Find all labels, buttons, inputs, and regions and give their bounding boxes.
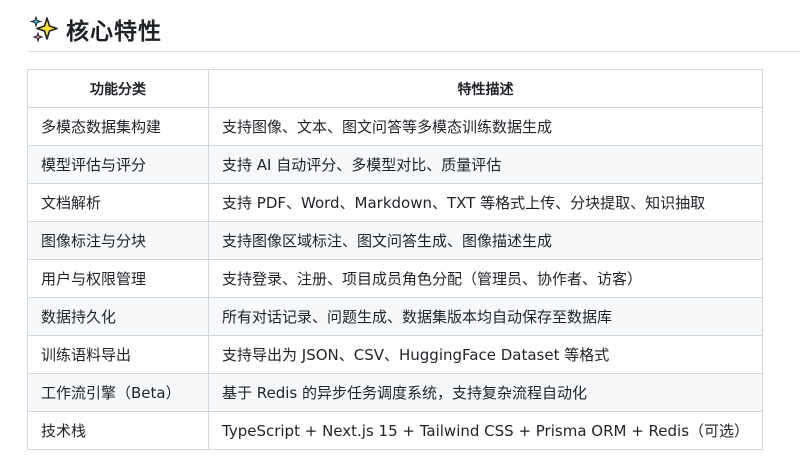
table-row: 多模态数据集构建 支持图像、文本、图文问答等多模态训练数据生成	[27, 107, 763, 146]
heading-divider	[27, 51, 800, 52]
feature-description: 支持图像、文本、图文问答等多模态训练数据生成	[208, 107, 763, 146]
feature-description: 支持 PDF、Word、Markdown、TXT 等格式上传、分块提取、知识抽取	[208, 183, 763, 222]
feature-category: 多模态数据集构建	[27, 107, 209, 146]
table-header-row: 功能分类 特性描述	[27, 69, 763, 108]
feature-description: TypeScript + Next.js 15 + Tailwind CSS +…	[208, 411, 763, 450]
table-row: 数据持久化 所有对话记录、问题生成、数据集版本均自动保存至数据库	[27, 297, 763, 336]
feature-category: 数据持久化	[27, 297, 209, 336]
table-row: 文档解析 支持 PDF、Word、Markdown、TXT 等格式上传、分块提取、…	[27, 183, 763, 222]
section-heading: 核心特性	[30, 12, 162, 46]
feature-category: 技术栈	[27, 411, 209, 450]
sparkles-icon	[30, 15, 58, 43]
feature-description: 所有对话记录、问题生成、数据集版本均自动保存至数据库	[208, 297, 763, 336]
feature-description: 支持图像区域标注、图文问答生成、图像描述生成	[208, 221, 763, 260]
table-row: 图像标注与分块 支持图像区域标注、图文问答生成、图像描述生成	[27, 221, 763, 260]
header-description: 特性描述	[208, 69, 763, 108]
feature-category: 训练语料导出	[27, 335, 209, 374]
feature-description: 支持登录、注册、项目成员角色分配（管理员、协作者、访客）	[208, 259, 763, 298]
header-category: 功能分类	[27, 69, 209, 108]
feature-category: 模型评估与评分	[27, 145, 209, 184]
feature-description: 支持导出为 JSON、CSV、HuggingFace Dataset 等格式	[208, 335, 763, 374]
feature-category: 用户与权限管理	[27, 259, 209, 298]
features-table: 功能分类 特性描述 多模态数据集构建 支持图像、文本、图文问答等多模态训练数据生成…	[27, 69, 763, 450]
feature-category: 图像标注与分块	[27, 221, 209, 260]
table-row: 训练语料导出 支持导出为 JSON、CSV、HuggingFace Dataset…	[27, 335, 763, 374]
feature-description: 支持 AI 自动评分、多模型对比、质量评估	[208, 145, 763, 184]
table-row: 用户与权限管理 支持登录、注册、项目成员角色分配（管理员、协作者、访客）	[27, 259, 763, 298]
table-row: 工作流引擎（Beta） 基于 Redis 的异步任务调度系统，支持复杂流程自动化	[27, 373, 763, 412]
table-row: 模型评估与评分 支持 AI 自动评分、多模型对比、质量评估	[27, 145, 763, 184]
feature-category: 文档解析	[27, 183, 209, 222]
table-row: 技术栈 TypeScript + Next.js 15 + Tailwind CS…	[27, 411, 763, 450]
section-title: 核心特性	[66, 19, 162, 45]
feature-description: 基于 Redis 的异步任务调度系统，支持复杂流程自动化	[208, 373, 763, 412]
feature-category: 工作流引擎（Beta）	[27, 373, 209, 412]
